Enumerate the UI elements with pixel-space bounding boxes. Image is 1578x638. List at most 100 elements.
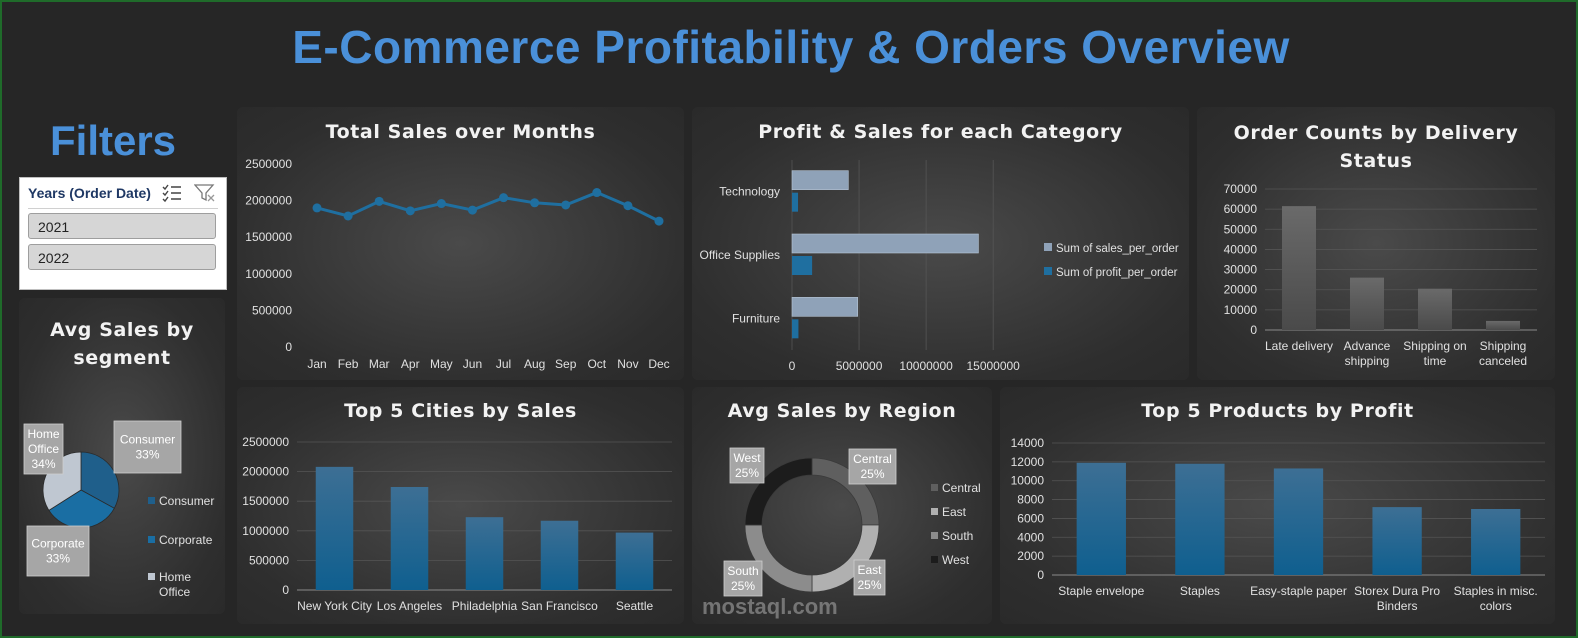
y-tick-label: 30000 (1224, 263, 1258, 277)
y-tick-label: 2500000 (245, 157, 292, 171)
panel-title-cities: Top 5 Cities by Sales (344, 400, 577, 422)
y-tick-label: 10000 (1224, 303, 1258, 317)
bar (615, 532, 654, 590)
bar-sales (791, 297, 859, 317)
y-tick-label: 1000000 (242, 524, 289, 538)
sales-line (316, 190, 660, 223)
bar (1471, 509, 1521, 575)
x-tick-label: 5000000 (836, 359, 883, 373)
bar (1282, 206, 1316, 330)
bar-sales (791, 233, 979, 254)
sales-point (530, 198, 540, 208)
x-tick-label: May (430, 357, 453, 371)
multiselect-icon[interactable] (161, 183, 183, 203)
panel-title-region: Avg Sales by Region (727, 400, 957, 422)
region-donut-chart: Central 25% East 25% South 25% West 25% Central E… (723, 447, 981, 597)
y-tick-label: 20000 (1224, 283, 1258, 297)
panel-segment: Avg Sales by segment Consumer 33% Corporat… (19, 298, 225, 614)
panel-title-sales-months: Total Sales over Months (325, 121, 596, 143)
panel-delivery: Order Counts by Delivery Status 0 10000 20… (1197, 107, 1555, 380)
donut-slice-west (744, 457, 813, 526)
sales-point (499, 193, 509, 203)
y-tick-label: 50000 (1224, 222, 1258, 236)
bar (1350, 277, 1384, 330)
y-tick-label: 70000 (1224, 182, 1258, 196)
legend-label: Corporate (159, 533, 213, 547)
sales-point (623, 201, 633, 211)
y-tick-label: 14000 (1011, 436, 1045, 450)
delivery-bar-chart: 0 10000 20000 30000 40000 50000 60000 70000 Late… (1224, 182, 1537, 368)
donut-label-east-box (853, 559, 886, 596)
x-tick-label: Seattle (616, 599, 654, 613)
panel-region: Avg Sales by Region Central 25% East 25% Sou… (692, 387, 992, 624)
sales-point (343, 211, 353, 221)
donut-label-south: South 25% (727, 564, 758, 593)
x-tick-label: Staple envelope (1058, 584, 1144, 598)
products-bar-chart: 0 2000 4000 6000 8000 10000 12000 14000 Staple e… (1011, 436, 1545, 613)
bar (1418, 288, 1452, 330)
y-tick-label: 6000 (1017, 511, 1044, 525)
donut-label-south-box (723, 560, 763, 597)
panel-title-category: Profit & Sales for each Category (758, 121, 1123, 143)
x-tick-label: Storex Dura Pro Binders (1354, 584, 1440, 613)
x-tick-label: Jul (496, 357, 511, 371)
sales-months-line-chart: 0 500000 1000000 1500000 2000000 2500000 Jan Fe… (245, 157, 669, 371)
panel-products: Top 5 Products by Profit 0 2000 4000 6000 80… (1000, 387, 1555, 624)
bar (390, 486, 429, 590)
dashboard-title: E-Commerce Profitability & Orders Overvi… (292, 21, 1290, 73)
pie-label-home-office-box (23, 423, 64, 475)
bar (1273, 468, 1324, 575)
sales-point (561, 200, 571, 210)
x-tick-label: San Francisco (521, 599, 598, 613)
donut-label-central: Central 25% (853, 452, 892, 481)
y-tick-label: 0 (1250, 323, 1257, 337)
clear-filter-icon[interactable] (194, 183, 216, 203)
y-tick-label: 12000 (1011, 455, 1045, 469)
pie-label-consumer: Consumer 33% (120, 433, 175, 462)
cities-bar-chart: 0 500000 1000000 1500000 2000000 2500000 New Y… (242, 435, 672, 613)
bar (465, 517, 504, 590)
x-tick-label: 10000000 (899, 359, 953, 373)
pie-label-corporate: Corporate 33% (31, 537, 85, 566)
x-tick-label: Staples in misc. colors (1454, 584, 1538, 613)
bar-profit (792, 256, 813, 275)
panel-sales-months: Total Sales over Months 0 500000 1000000 15… (237, 107, 684, 380)
x-tick-label: Late delivery (1265, 339, 1333, 353)
sales-point (312, 203, 322, 213)
donut-label-central-box (848, 448, 897, 485)
y-tick-label: 2000000 (245, 194, 292, 208)
panel-title-products: Top 5 Products by Profit (1141, 400, 1414, 422)
y-tick-label: 2500000 (242, 435, 289, 449)
slicer-item-2021[interactable]: 2021 (28, 213, 216, 239)
x-tick-label: Easy-staple paper (1250, 584, 1347, 598)
donut-label-west-box (729, 447, 765, 484)
y-tick-label: 60000 (1224, 202, 1258, 216)
legend-swatch (1044, 243, 1052, 251)
legend-swatch (1044, 267, 1052, 275)
x-tick-label: Sep (555, 357, 577, 371)
x-tick-label: Los Angeles (377, 599, 442, 613)
sales-point (436, 199, 446, 209)
y-tick-label: Office Supplies (700, 248, 781, 262)
bar (540, 520, 579, 590)
legend-swatch (148, 573, 155, 580)
x-tick-label: Mar (369, 357, 390, 371)
pie-label-corporate-box (26, 525, 90, 577)
watermark: mostaql.com (702, 594, 838, 619)
x-tick-label: Dec (648, 357, 669, 371)
legend-label: Home Office (159, 570, 191, 599)
slicer-divider (28, 208, 218, 209)
legend-label: West (942, 553, 970, 567)
x-tick-label: Advance shipping (1344, 339, 1391, 368)
bar-profit (792, 319, 799, 339)
slicer-item-2022[interactable]: 2022 (28, 244, 216, 270)
x-tick-label: Jan (307, 357, 326, 371)
donut-label-west: West 25% (733, 451, 761, 480)
legend-swatch (931, 532, 938, 539)
legend-label: Sum of sales_per_order (1056, 243, 1179, 255)
panel-title-segment: Avg Sales by segment (50, 319, 194, 369)
y-tick-label: 1500000 (245, 230, 292, 244)
x-tick-label: Feb (338, 357, 359, 371)
x-tick-label: 15000000 (966, 359, 1020, 373)
x-tick-label: Oct (587, 357, 606, 371)
